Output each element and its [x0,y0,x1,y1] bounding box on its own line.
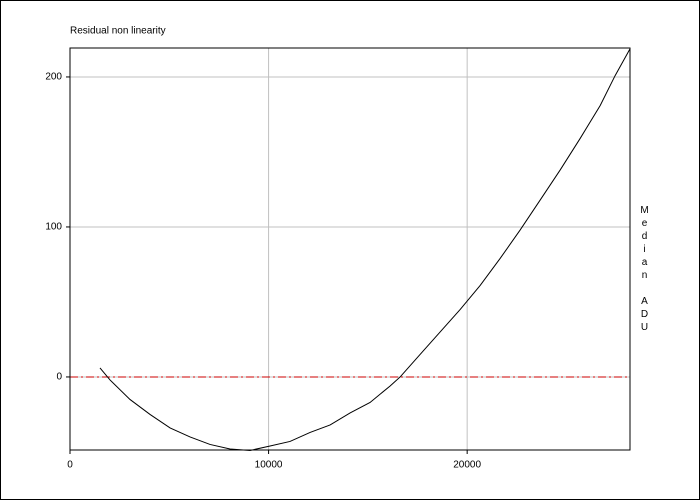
chart-title: Residual non linearity [70,26,166,37]
y-tick-label: 200 [45,72,62,83]
line-series [99,48,631,451]
y-tick-label: 0 [56,372,62,383]
x-tick-label: 0 [67,460,73,471]
x-tick-label: 20000 [453,460,481,471]
y-axis-label: Median ADU [639,205,650,335]
y-tick-label: 100 [45,222,62,233]
plot-area [69,47,631,451]
x-tick-label: 10000 [255,460,283,471]
plot-border [69,47,631,451]
